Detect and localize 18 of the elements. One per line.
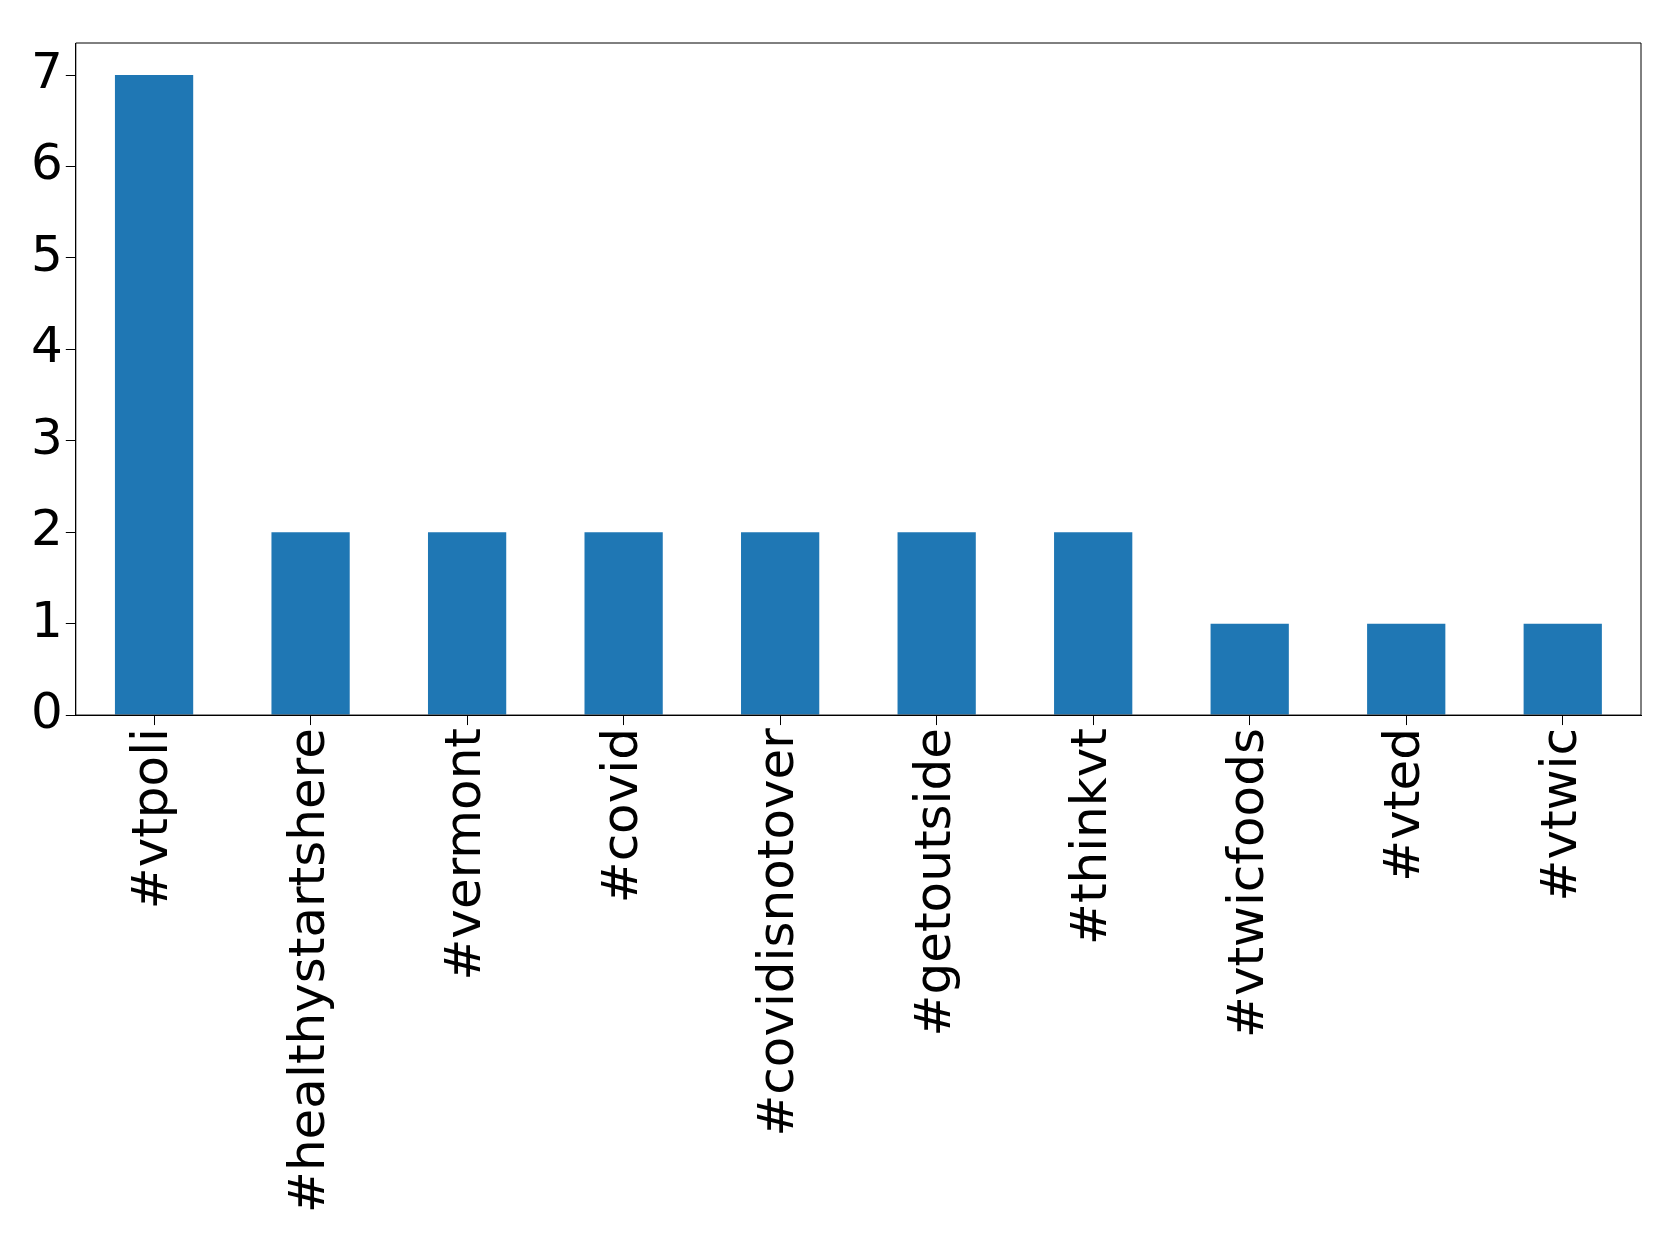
y-tick-label: 5 [31,224,63,283]
x-tick-label: #vtpoli [121,728,180,910]
y-tick-label: 3 [31,407,63,466]
x-tick-label: #vtwic [1529,728,1588,902]
y-tick-label: 0 [31,682,63,741]
x-tick-label: #healthystartshere [277,728,336,1213]
x-tick-label: #vtwicfoods [1216,728,1275,1038]
x-tick-label: #getoutside [903,728,962,1037]
x-tick-label: #covidisnotover [747,727,806,1137]
y-tick-label: 6 [31,133,63,192]
y-tick-label: 1 [31,590,63,649]
x-tick-label: #thinkvt [1060,728,1119,945]
y-tick-label: 4 [31,316,63,375]
x-tick-label: #vted [1373,728,1432,882]
x-tick-label: #covid [590,728,649,904]
y-tick-label: 7 [31,41,63,100]
y-tick-label: 2 [31,499,63,558]
x-tick-label: #vermont [434,728,493,981]
